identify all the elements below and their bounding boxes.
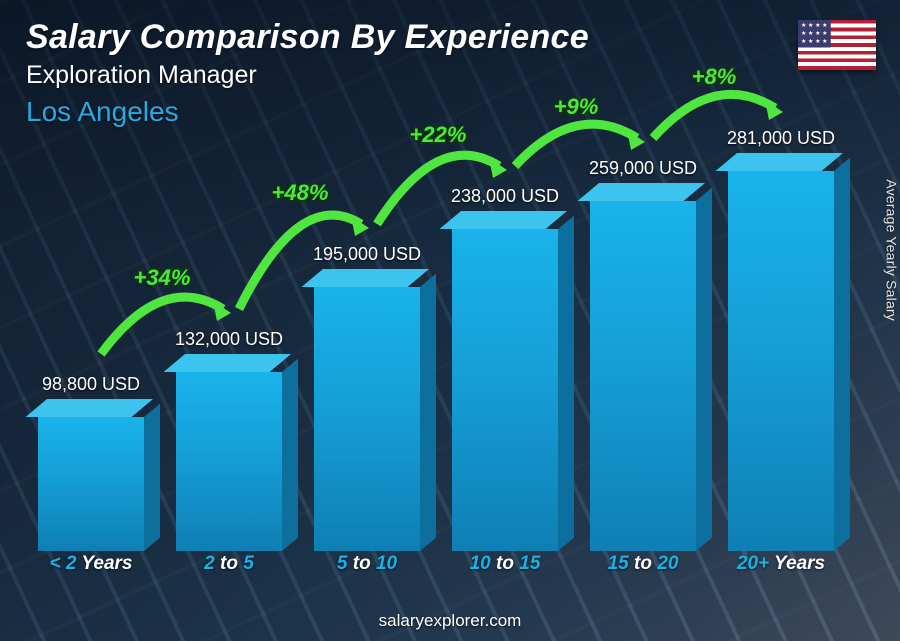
bar-value-label: 281,000 USD xyxy=(727,128,835,149)
x-tick: 20+ Years xyxy=(712,553,850,583)
bar-side-face xyxy=(144,404,160,551)
bar-slot: 98,800 USD xyxy=(22,140,160,551)
bar-front-face xyxy=(728,171,834,551)
bar-side-face xyxy=(558,216,574,551)
bar-side-face xyxy=(696,188,712,551)
bar-value-label: 238,000 USD xyxy=(451,186,559,207)
bar xyxy=(314,287,420,551)
bar xyxy=(38,417,144,551)
bar-slot: 281,000 USD xyxy=(712,140,850,551)
bar-top-face xyxy=(716,153,843,171)
bar-top-face xyxy=(164,354,291,372)
bar xyxy=(590,201,696,551)
bar xyxy=(176,372,282,551)
bar xyxy=(452,229,558,551)
bar-front-face xyxy=(38,417,144,551)
header: Salary Comparison By Experience Explorat… xyxy=(26,18,874,128)
x-axis: < 2 Years2 to 55 to 1010 to 1515 to 2020… xyxy=(22,553,850,583)
bars-container: 98,800 USD 132,000 USD 195,000 USD 238,000 … xyxy=(22,140,850,551)
chart-location: Los Angeles xyxy=(26,96,874,128)
bar-side-face xyxy=(420,274,436,551)
bar-front-face xyxy=(314,287,420,551)
x-tick: 5 to 10 xyxy=(298,553,436,583)
bar-slot: 195,000 USD xyxy=(298,140,436,551)
bar-top-face xyxy=(578,183,705,201)
x-tick: 15 to 20 xyxy=(574,553,712,583)
bar-value-label: 98,800 USD xyxy=(42,374,140,395)
x-tick: < 2 Years xyxy=(22,553,160,583)
chart-canvas: Salary Comparison By Experience Explorat… xyxy=(0,0,900,641)
x-tick: 10 to 15 xyxy=(436,553,574,583)
bar-value-label: 132,000 USD xyxy=(175,329,283,350)
footer-attribution: salaryexplorer.com xyxy=(0,611,900,631)
bar-value-label: 195,000 USD xyxy=(313,244,421,265)
bar-side-face xyxy=(834,158,850,551)
bar-slot: 132,000 USD xyxy=(160,140,298,551)
bar-slot: 259,000 USD xyxy=(574,140,712,551)
chart-subtitle: Exploration Manager xyxy=(26,61,874,90)
bar-slot: 238,000 USD xyxy=(436,140,574,551)
bar-front-face xyxy=(590,201,696,551)
bar-top-face xyxy=(302,269,429,287)
bar-top-face xyxy=(440,211,567,229)
flag-icon xyxy=(798,20,876,70)
bar xyxy=(728,171,834,551)
bar-value-label: 259,000 USD xyxy=(589,158,697,179)
bar-top-face xyxy=(26,399,153,417)
x-tick: 2 to 5 xyxy=(160,553,298,583)
chart-title: Salary Comparison By Experience xyxy=(26,18,874,57)
y-axis-label: Average Yearly Salary xyxy=(884,179,900,321)
bar-side-face xyxy=(282,359,298,551)
bar-front-face xyxy=(452,229,558,551)
bar-front-face xyxy=(176,372,282,551)
bar-chart: 98,800 USD 132,000 USD 195,000 USD 238,000 … xyxy=(22,140,850,583)
